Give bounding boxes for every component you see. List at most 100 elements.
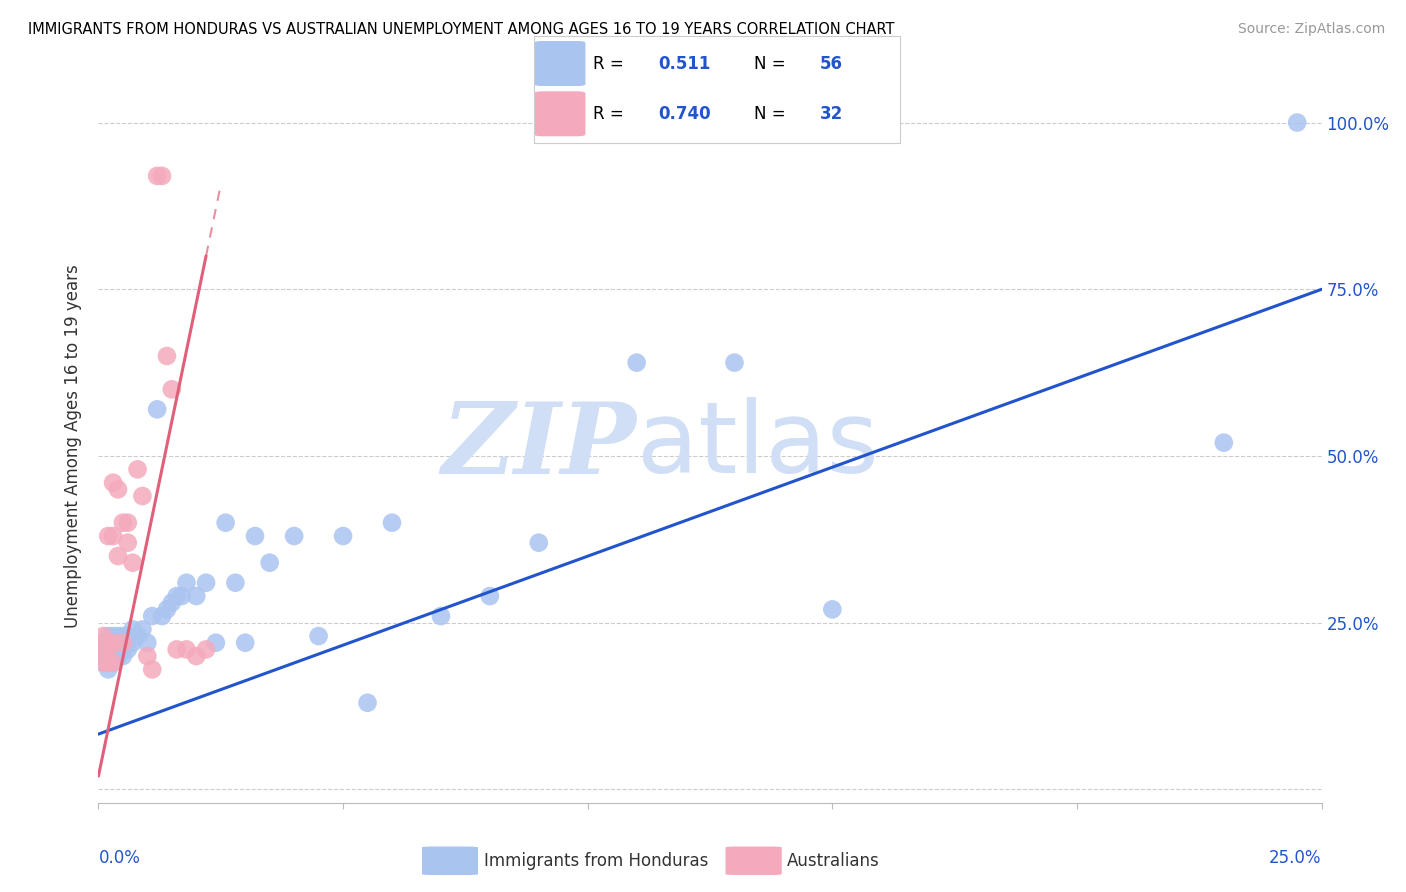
Point xyxy=(91,642,114,657)
Point xyxy=(101,636,124,650)
Point xyxy=(626,356,648,370)
Point xyxy=(166,589,188,603)
Point xyxy=(91,656,114,670)
Point xyxy=(97,662,120,676)
Text: Source: ZipAtlas.com: Source: ZipAtlas.com xyxy=(1237,22,1385,37)
Point xyxy=(332,529,354,543)
FancyBboxPatch shape xyxy=(725,847,782,875)
Point xyxy=(195,642,218,657)
Point xyxy=(111,629,134,643)
Point xyxy=(160,596,183,610)
Point xyxy=(97,629,120,643)
Text: 0.740: 0.740 xyxy=(658,105,711,123)
Point xyxy=(141,662,163,676)
Point xyxy=(111,649,134,664)
Point xyxy=(170,589,193,603)
Point xyxy=(97,656,120,670)
Point xyxy=(121,636,143,650)
Point xyxy=(166,642,188,657)
Point xyxy=(224,575,246,590)
Point xyxy=(101,656,124,670)
Point xyxy=(97,642,120,657)
Text: ZIP: ZIP xyxy=(441,398,637,494)
Point xyxy=(205,636,228,650)
Point xyxy=(214,516,236,530)
Point xyxy=(121,623,143,637)
Point xyxy=(146,402,169,417)
Point xyxy=(308,629,330,643)
Text: N =: N = xyxy=(754,105,790,123)
Text: atlas: atlas xyxy=(637,398,879,494)
Point xyxy=(160,382,183,396)
Point xyxy=(136,636,159,650)
Point xyxy=(146,169,169,183)
Point xyxy=(97,529,120,543)
Point xyxy=(107,636,129,650)
Point xyxy=(381,516,404,530)
Text: 56: 56 xyxy=(820,54,842,72)
Point xyxy=(195,575,218,590)
Point xyxy=(117,535,139,549)
Point xyxy=(723,356,745,370)
Point xyxy=(107,642,129,657)
Point xyxy=(117,516,139,530)
Point xyxy=(117,642,139,657)
Point xyxy=(1212,435,1234,450)
Point xyxy=(356,696,378,710)
Point xyxy=(91,656,114,670)
Text: 25.0%: 25.0% xyxy=(1270,849,1322,868)
Point xyxy=(97,636,120,650)
Point xyxy=(150,609,173,624)
Point xyxy=(97,636,120,650)
Point xyxy=(107,549,129,563)
Point xyxy=(101,475,124,490)
Point xyxy=(141,609,163,624)
Point xyxy=(1286,115,1309,129)
Point xyxy=(131,623,153,637)
Point xyxy=(131,489,153,503)
Text: N =: N = xyxy=(754,54,790,72)
Point xyxy=(121,556,143,570)
Point xyxy=(243,529,266,543)
Point xyxy=(233,636,256,650)
Point xyxy=(107,629,129,643)
Point xyxy=(186,589,208,603)
Point xyxy=(91,642,114,657)
Point xyxy=(101,656,124,670)
Point xyxy=(156,349,179,363)
Point xyxy=(283,529,305,543)
Point xyxy=(259,556,281,570)
Point xyxy=(127,462,149,476)
Point xyxy=(91,636,114,650)
Text: R =: R = xyxy=(593,54,628,72)
Point xyxy=(107,483,129,497)
Point xyxy=(127,629,149,643)
Text: 0.511: 0.511 xyxy=(658,54,711,72)
Point xyxy=(91,629,114,643)
Point xyxy=(91,636,114,650)
Point xyxy=(176,642,198,657)
Point xyxy=(97,649,120,664)
Point xyxy=(527,535,550,549)
Point xyxy=(478,589,501,603)
Y-axis label: Unemployment Among Ages 16 to 19 years: Unemployment Among Ages 16 to 19 years xyxy=(65,264,83,628)
Point xyxy=(101,629,124,643)
Point xyxy=(101,529,124,543)
Point xyxy=(136,649,159,664)
Point xyxy=(91,649,114,664)
Point xyxy=(97,642,120,657)
Point xyxy=(821,602,844,616)
Point xyxy=(150,169,173,183)
Point xyxy=(111,642,134,657)
Point xyxy=(430,609,453,624)
Point xyxy=(176,575,198,590)
Point xyxy=(186,649,208,664)
Point xyxy=(91,649,114,664)
Point xyxy=(156,602,179,616)
Text: Immigrants from Honduras: Immigrants from Honduras xyxy=(484,852,709,870)
FancyBboxPatch shape xyxy=(534,41,585,86)
Text: R =: R = xyxy=(593,105,628,123)
Text: Australians: Australians xyxy=(787,852,880,870)
Point xyxy=(111,516,134,530)
Text: IMMIGRANTS FROM HONDURAS VS AUSTRALIAN UNEMPLOYMENT AMONG AGES 16 TO 19 YEARS CO: IMMIGRANTS FROM HONDURAS VS AUSTRALIAN U… xyxy=(28,22,894,37)
